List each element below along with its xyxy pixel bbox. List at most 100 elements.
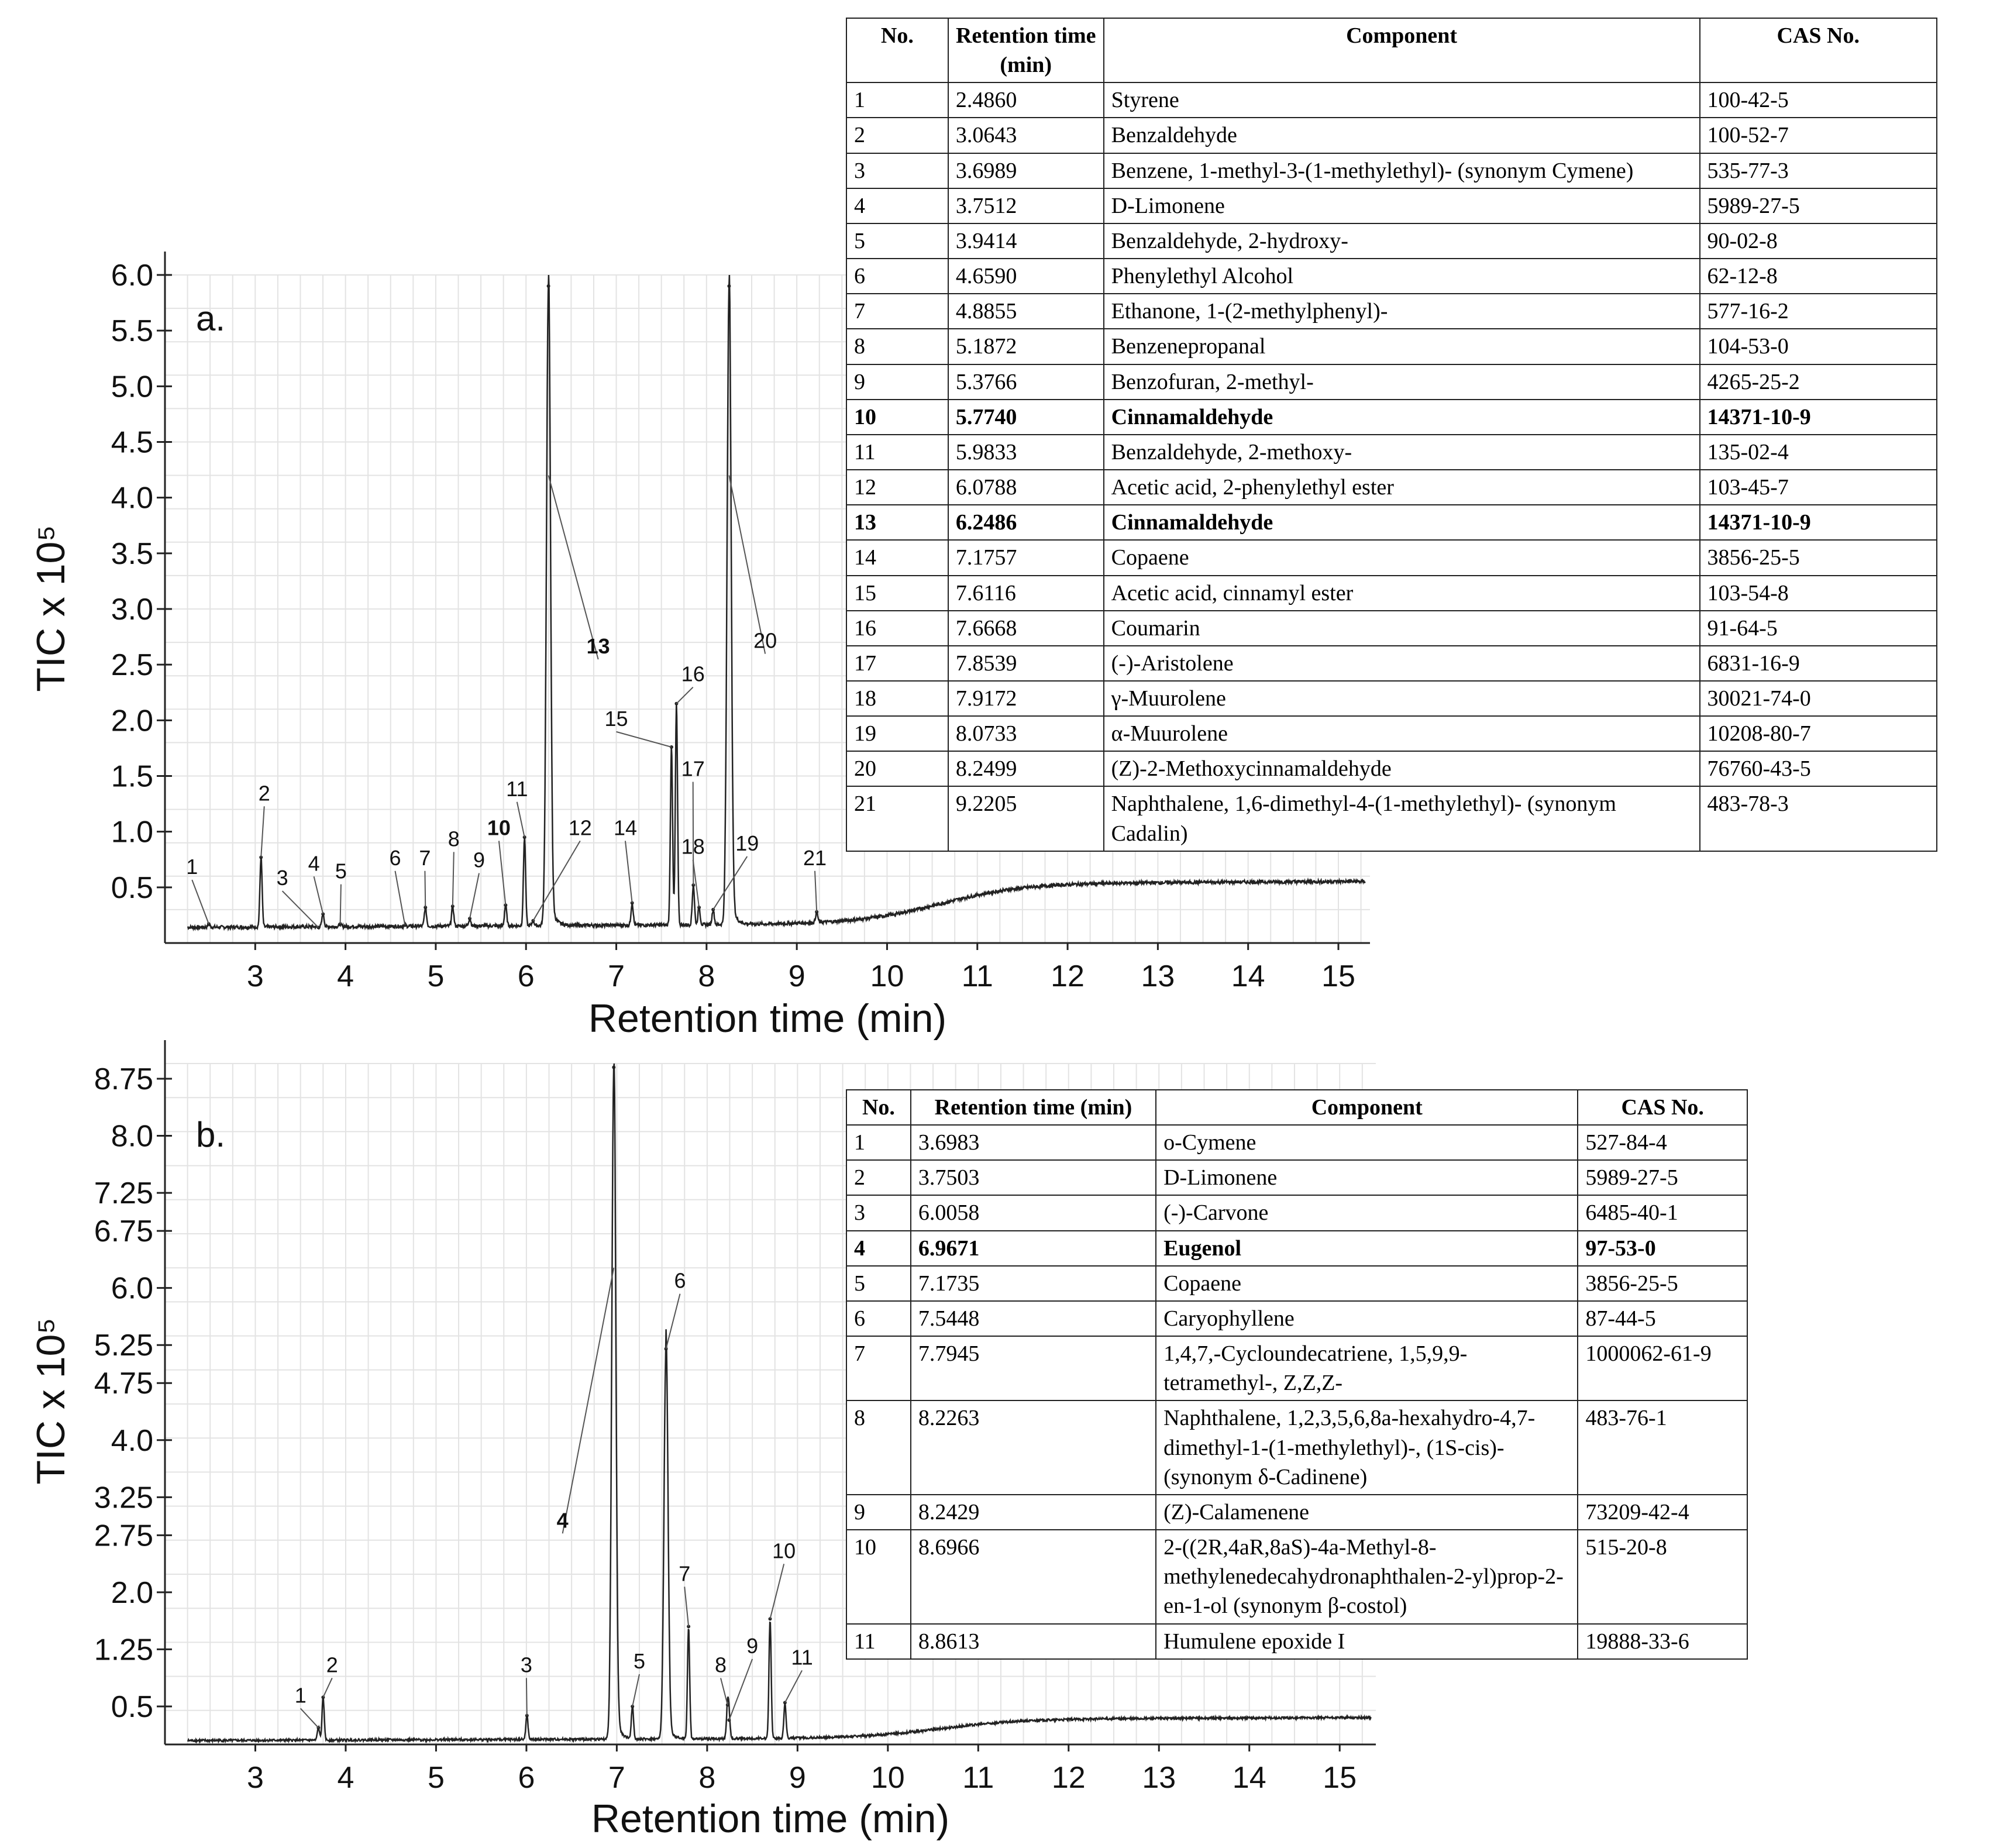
peak-pointer-line (784, 1670, 803, 1703)
table-row: 9 8.2429 (Z)-Calamenene 73209-42-4 (846, 1493, 1748, 1531)
cell-cas-no: 100-42-5 (1699, 82, 1937, 119)
cell-no: 2 (846, 1159, 911, 1196)
y-tick-label: 4.75 (94, 1367, 153, 1400)
header-cas-no: CAS No. (1577, 1089, 1748, 1126)
cell-component: Benzofuran, 2-methyl- (1103, 363, 1700, 400)
cell-no: 8 (846, 1400, 911, 1495)
peak-point (546, 284, 550, 288)
header-retention-time: Retention time (min) (947, 17, 1104, 84)
table-row: 15 7.6116 Acetic acid, cinnamyl ester 103-5… (846, 574, 1937, 611)
cell-no: 1 (846, 1124, 911, 1161)
y-axis-title: TIC x 10⁵ (29, 1317, 73, 1484)
y-tick-label: 8.75 (94, 1062, 153, 1096)
peak-pointer-line (632, 1674, 640, 1707)
peak-label: 1 (295, 1683, 307, 1707)
peak-pointer-line (769, 1564, 785, 1619)
cell-retention-time: 7.1757 (947, 539, 1104, 576)
x-axis-title: Retention time (min) (588, 996, 946, 1041)
peak-pointer-line (616, 731, 672, 748)
table-row: 2 3.0643 Benzaldehyde 100-52-7 (846, 117, 1937, 154)
cell-retention-time: 3.0643 (947, 117, 1104, 154)
x-tick-label: 13 (1142, 1761, 1176, 1795)
header-no: No. (846, 17, 949, 84)
cell-cas-no: 62-12-8 (1699, 258, 1937, 295)
peak-pointer-line (469, 873, 480, 919)
cell-no: 16 (846, 610, 949, 646)
table-row: 8 5.1872 Benzenepropanal 104-53-0 (846, 328, 1937, 365)
cell-no: 18 (846, 680, 949, 717)
cell-retention-time: 7.7945 (910, 1336, 1157, 1402)
peak-label: 6 (674, 1269, 686, 1293)
x-tick-label: 6 (518, 1761, 535, 1795)
x-tick-label: 6 (518, 959, 535, 993)
cell-retention-time: 3.7512 (947, 187, 1104, 224)
cell-retention-time: 7.6668 (947, 610, 1104, 646)
peak-label: 13 (587, 634, 610, 658)
table-row: 7 4.8855 Ethanone, 1-(2-methylphenyl)- 577-… (846, 293, 1937, 330)
cell-retention-time: 4.6590 (947, 258, 1104, 295)
cell-cas-no: 19888-33-6 (1577, 1623, 1748, 1660)
x-tick-label: 9 (789, 959, 805, 993)
cell-cas-no: 91-64-5 (1699, 610, 1937, 646)
peak-point (727, 284, 731, 288)
cell-component: Styrene (1103, 82, 1700, 119)
x-tick-label: 9 (789, 1761, 806, 1795)
cell-retention-time: 6.0788 (947, 469, 1104, 506)
table-row: 18 7.9172 γ-Muurolene 30021-74-0 (846, 680, 1937, 717)
x-tick-label: 11 (962, 1761, 994, 1795)
cell-no: 5 (846, 1265, 911, 1302)
cell-cas-no: 14371-10-9 (1699, 398, 1937, 435)
y-tick-label: 6.0 (111, 259, 153, 292)
y-tick-label: 3.5 (111, 537, 153, 571)
y-tick-label: 4.0 (111, 481, 153, 515)
cell-no: 4 (846, 187, 949, 224)
cell-component: γ-Muurolene (1103, 680, 1700, 717)
x-tick-label: 4 (337, 1761, 354, 1795)
table-row: 10 8.6966 2-((2R,4aR,8aS)-4a-Methyl-8-meth… (846, 1529, 1748, 1625)
peak-pointer-line (394, 870, 406, 925)
cell-component: Acetic acid, 2-phenylethyl ester (1103, 469, 1700, 506)
cell-no: 11 (846, 433, 949, 471)
y-tick-label: 2.75 (94, 1519, 153, 1553)
peak-label: 6 (389, 846, 401, 870)
table-row: 5 3.9414 Benzaldehyde, 2-hydroxy- 90-02-8 (846, 222, 1937, 260)
table-row: 21 9.2205 Naphthalene, 1,6-dimethyl-4-(1-m… (846, 786, 1937, 852)
peak-pointer-line (322, 1678, 333, 1698)
cell-cas-no: 6831-16-9 (1699, 645, 1937, 682)
y-tick-label: 3.25 (94, 1481, 153, 1515)
chromatogram-panel-a: 3 4 5 6 7 8 9 10 11 12 13 14 150.51.01.52.02.53.03.5… (29, 252, 1370, 1041)
cell-retention-time: 3.7503 (910, 1159, 1157, 1196)
cell-component: 1,4,7,-Cycloundecatriene, 1,5,9,9-tetram… (1155, 1336, 1579, 1402)
x-tick-label: 10 (870, 959, 904, 993)
cell-no: 10 (846, 1529, 911, 1625)
peak-label: 12 (569, 815, 592, 839)
peak-pointer-line (191, 879, 209, 924)
cell-component: Benzene, 1-methyl-3-(1-methylethyl)- (sy… (1103, 152, 1700, 189)
cell-component: Copaene (1103, 539, 1700, 576)
cell-cas-no: 100-52-7 (1699, 117, 1937, 154)
cell-retention-time: 5.1872 (947, 328, 1104, 365)
cell-component: 2-((2R,4aR,8aS)-4a-Methyl-8-methylenedec… (1155, 1529, 1579, 1625)
peak-label: 10 (772, 1539, 796, 1563)
cell-component: Eugenol (1155, 1230, 1579, 1267)
cell-retention-time: 7.8539 (947, 645, 1104, 682)
cell-retention-time: 7.5448 (910, 1300, 1157, 1337)
cell-cas-no: 5989-27-5 (1699, 187, 1937, 224)
cell-component: Ethanone, 1-(2-methylphenyl)- (1103, 293, 1700, 330)
cell-retention-time: 4.8855 (947, 293, 1104, 330)
peak-pointer-line (728, 475, 766, 654)
cell-component: Acetic acid, cinnamyl ester (1103, 574, 1700, 611)
x-tick-label: 15 (1321, 959, 1355, 993)
y-tick-label: 1.5 (111, 760, 153, 794)
y-tick-label: 4.5 (111, 426, 153, 460)
cell-component: Naphthalene, 1,6-dimethyl-4-(1-methyleth… (1103, 786, 1700, 852)
cell-component: Cinnamaldehyde (1103, 504, 1700, 541)
peak-pointer-line (281, 890, 319, 928)
cell-no: 9 (846, 1493, 911, 1531)
peak-label: 20 (753, 629, 777, 653)
table-row: 3 6.0058 (-)-Carvone 6485-40-1 (846, 1195, 1748, 1231)
cell-retention-time: 8.2263 (910, 1400, 1157, 1495)
panel-label: a. (196, 299, 225, 338)
header-component: Component (1155, 1089, 1579, 1126)
